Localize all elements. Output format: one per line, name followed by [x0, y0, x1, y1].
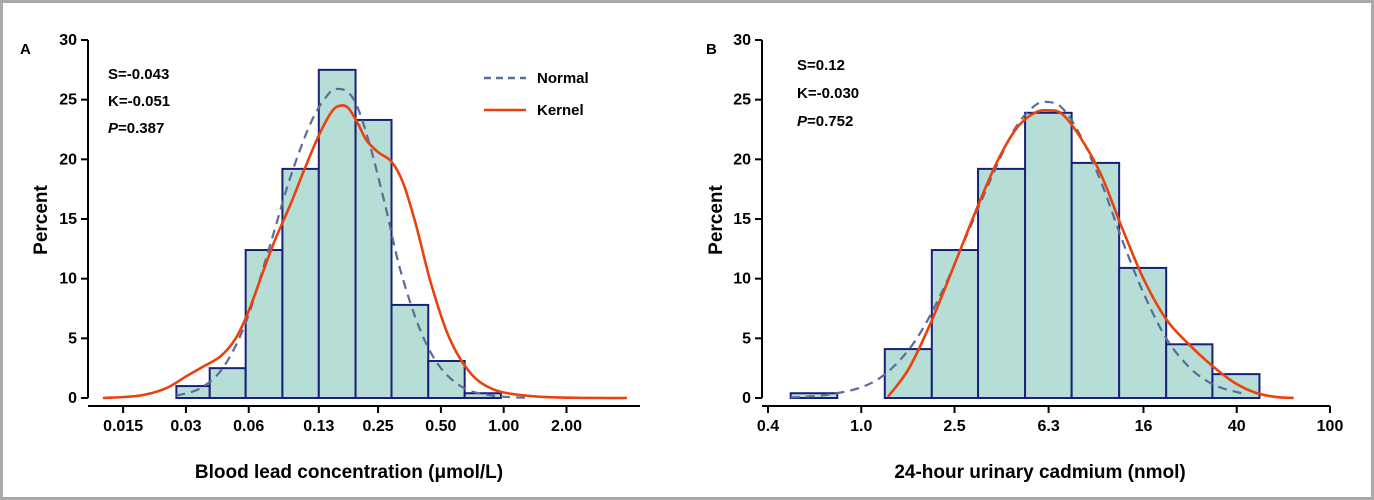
- y-tick-label: 5: [742, 330, 751, 347]
- x-tick-label: 0.25: [362, 418, 393, 435]
- stats-box: S=0.12 K=-0.030 P=0.752: [797, 57, 859, 130]
- x-tick-label: 0.13: [303, 418, 334, 435]
- y-tick-label: 25: [59, 92, 77, 109]
- histogram-bars: [789, 111, 1261, 399]
- legend: Normal Kernel: [484, 70, 589, 119]
- normal-curve: [176, 87, 528, 399]
- histogram-bar: [281, 167, 320, 399]
- p-italic: P: [108, 120, 119, 137]
- x-tick-label: 0.015: [103, 418, 143, 435]
- y-tick-label: 0: [68, 390, 77, 407]
- histogram-bar: [427, 360, 466, 399]
- x-tick-label: 100: [1317, 418, 1344, 435]
- y-tick-label: 30: [59, 32, 77, 49]
- kernel-curve: [102, 104, 628, 400]
- histogram-bar: [390, 303, 430, 400]
- p-value-text: =0.387: [118, 120, 164, 137]
- x-axis: 0.015 0.03 0.06 0.13 0.25 0.50 1.00 2.00: [88, 405, 640, 435]
- x-axis: 0.4 1.0 2.5 6.3 16 40 100: [757, 405, 1344, 435]
- x-tick-label: 1.0: [850, 418, 872, 435]
- x-tick-label: 2.5: [943, 418, 965, 435]
- x-tick-label: 0.03: [170, 418, 201, 435]
- stat-skewness: S=0.12: [797, 57, 845, 74]
- normal-curve: [790, 100, 1242, 399]
- y-tick-label: 30: [733, 32, 751, 49]
- kernel-curve: [886, 108, 1294, 400]
- panel-a: A Percent Blood lead concentration (μmol…: [20, 32, 640, 483]
- y-tick-label: 10: [733, 271, 751, 288]
- histogram-bar: [463, 392, 502, 399]
- x-tick-label: 16: [1135, 418, 1153, 435]
- x-tick-label: 6.3: [1037, 418, 1059, 435]
- stat-p-value: P=0.387: [108, 120, 164, 137]
- stat-kurtosis: K=-0.030: [797, 85, 859, 102]
- y-axis: 0 5 10 15 20 25 30: [733, 32, 763, 407]
- histogram-bar: [208, 367, 247, 399]
- x-tick-label: 2.00: [551, 418, 582, 435]
- p-italic: P: [797, 113, 808, 130]
- x-tick-label: 0.4: [757, 418, 779, 435]
- x-tick-label: 0.50: [425, 418, 456, 435]
- histogram-bar: [354, 118, 393, 399]
- histogram-bar: [1024, 111, 1073, 399]
- stats-box: S=-0.043 K=-0.051 P=0.387: [108, 66, 170, 137]
- x-axis-label: 24-hour urinary cadmium (nmol): [894, 462, 1185, 483]
- histogram-bar: [1211, 373, 1261, 399]
- y-axis: 0 5 10 15 20 25 30: [59, 32, 89, 407]
- stat-skewness: S=-0.043: [108, 66, 169, 83]
- y-axis-label: Percent: [706, 184, 727, 254]
- histogram-bar: [1118, 266, 1168, 399]
- y-tick-label: 20: [59, 151, 77, 168]
- y-tick-label: 20: [733, 151, 751, 168]
- stat-kurtosis: K=-0.051: [108, 93, 170, 110]
- panel-b: B Percent 24-hour urinary cadmium (nmol)…: [706, 32, 1343, 483]
- y-tick-label: 0: [742, 390, 751, 407]
- panel-label: B: [706, 41, 717, 58]
- p-value-text: =0.752: [807, 113, 853, 130]
- y-tick-label: 15: [59, 211, 77, 228]
- y-tick-label: 5: [68, 330, 77, 347]
- panel-label: A: [20, 41, 31, 58]
- histogram-bar: [317, 68, 357, 399]
- y-tick-label: 10: [59, 271, 77, 288]
- x-axis-label: Blood lead concentration (μmol/L): [195, 462, 503, 483]
- y-tick-label: 15: [733, 211, 751, 228]
- histogram-bar: [977, 167, 1027, 399]
- histogram-bar: [930, 249, 980, 399]
- histogram-bars: [175, 68, 502, 400]
- legend-normal-label: Normal: [537, 70, 589, 87]
- y-axis-label: Percent: [31, 184, 52, 254]
- x-tick-label: 1.00: [488, 418, 519, 435]
- y-tick-label: 25: [733, 92, 751, 109]
- x-tick-label: 40: [1228, 418, 1246, 435]
- x-tick-label: 0.06: [233, 418, 264, 435]
- legend-kernel-label: Kernel: [537, 102, 584, 119]
- stat-p-value: P=0.752: [797, 113, 853, 130]
- histogram-bar: [1165, 343, 1214, 399]
